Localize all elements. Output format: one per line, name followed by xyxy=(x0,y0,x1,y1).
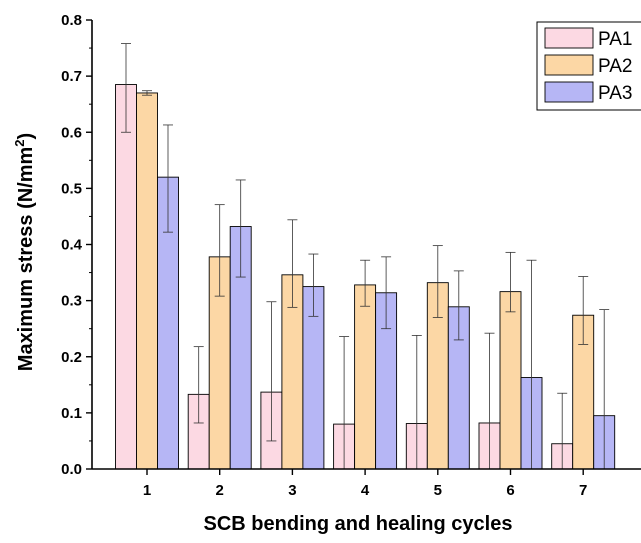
x-tick-label-7: 7 xyxy=(579,482,587,499)
y-tick-label-0.1: 0.1 xyxy=(61,405,82,422)
x-tick-label-5: 5 xyxy=(434,482,442,499)
x-tick-label-6: 6 xyxy=(506,482,514,499)
y-axis-title: Maximum stress (N/mm2) xyxy=(12,133,37,371)
y-tick-label-0.8: 0.8 xyxy=(61,12,82,29)
x-tick-label-3: 3 xyxy=(288,482,296,499)
y-axis-title-suffix: ) xyxy=(15,133,37,140)
y-tick-label-0.6: 0.6 xyxy=(61,124,82,141)
y-axis-title-main: Maximum stress (N/mm xyxy=(15,147,37,372)
bar-pa2-cat-4 xyxy=(354,284,377,470)
legend-label-pa1: PA1 xyxy=(598,29,633,50)
x-axis-title: SCB bending and healing cycles xyxy=(204,513,513,535)
legend-label-pa3: PA3 xyxy=(598,83,633,104)
y-tick-label-0.2: 0.2 xyxy=(61,349,82,366)
x-tick-label-4: 4 xyxy=(361,482,370,499)
y-ticks: 0.0 0.1 0.2 0.3 0.4 0.5 0.6 0.7 0.8 xyxy=(61,12,92,478)
y-tick-label-0.0: 0.0 xyxy=(61,461,82,478)
y-tick-label-0.7: 0.7 xyxy=(61,68,82,85)
y-tick-label-0.4: 0.4 xyxy=(61,237,83,254)
legend-swatch-pa1 xyxy=(544,27,594,49)
legend-swatch-pa3 xyxy=(544,81,594,103)
bar-pa1-cat-1 xyxy=(115,84,137,470)
y-tick-label-0.5: 0.5 xyxy=(61,180,82,197)
legend-label-pa2: PA2 xyxy=(598,56,633,77)
legend-swatch-pa2 xyxy=(544,54,594,76)
x-tick-label-2: 2 xyxy=(216,482,224,499)
x-tick-label-1: 1 xyxy=(143,482,151,499)
bar-pa2-cat-1 xyxy=(136,92,158,470)
x-ticks: 1 2 3 4 5 6 7 xyxy=(143,469,587,499)
y-tick-label-0.3: 0.3 xyxy=(61,293,82,310)
bar-pa2-cat-6 xyxy=(499,291,522,470)
legend: PA1 PA2 PA3 xyxy=(536,21,641,111)
y-axis-title-superscript: 2 xyxy=(12,139,27,146)
